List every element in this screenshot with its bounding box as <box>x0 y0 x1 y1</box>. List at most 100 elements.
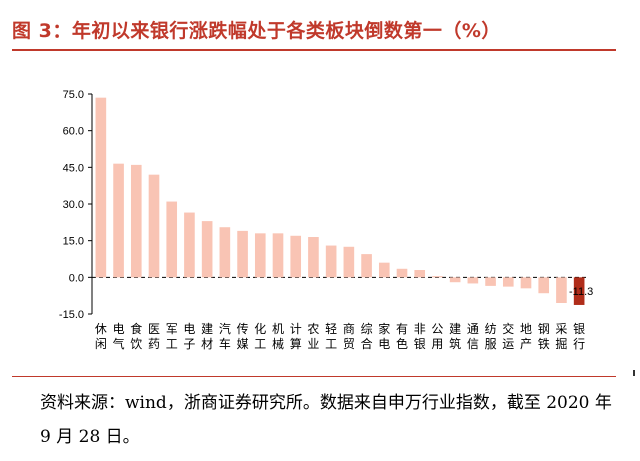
category-label: 产 <box>520 337 532 351</box>
category-label: 食 <box>130 321 142 336</box>
category-label: 工 <box>325 337 337 351</box>
y-tick-label: 15.0 <box>63 236 84 248</box>
category-label: 药 <box>148 337 160 351</box>
bar-综合 <box>361 254 372 278</box>
bar-医药 <box>148 174 160 278</box>
y-tick-label: 60.0 <box>63 126 84 138</box>
source-note: 资料来源：wind，浙商证券研究所。数据来自申万行业指数，截至 2020 年 9… <box>40 393 612 447</box>
category-label: 传 <box>237 321 249 336</box>
bar-轻工 <box>325 245 337 278</box>
title-divider <box>12 49 616 51</box>
category-label: 媒 <box>237 337 249 351</box>
bar-建筑 <box>449 277 461 283</box>
bar-汽车 <box>219 227 231 278</box>
data-label: -11.3 <box>569 286 593 298</box>
category-label: 饮 <box>130 337 142 351</box>
category-label: 家 <box>378 321 390 336</box>
category-label: 色 <box>396 337 408 351</box>
chart-title: 图 3：年初以来银行涨跌幅处于各类板块倒数第一（%） <box>12 20 501 42</box>
category-label: 交 <box>502 321 514 336</box>
category-label: 电 <box>183 322 195 336</box>
bar-采掘 <box>556 277 567 303</box>
bar-非银 <box>414 270 426 278</box>
category-label: 商 <box>343 321 355 336</box>
y-tick-label: 75.0 <box>63 89 84 101</box>
page-edge-mark <box>633 370 635 376</box>
bar-化工 <box>254 233 266 278</box>
category-label: 业 <box>307 337 319 351</box>
bar-钢铁 <box>538 277 550 294</box>
category-label: 采 <box>555 322 567 336</box>
category-label: 纺 <box>485 322 497 336</box>
y-tick-label: -15.0 <box>59 309 84 321</box>
category-label: 材 <box>201 337 213 351</box>
source-divider <box>12 376 616 377</box>
category-label: 合 <box>361 336 373 351</box>
bar-计算 <box>290 235 302 278</box>
category-label: 医 <box>148 322 160 336</box>
bar-交运 <box>502 277 514 287</box>
bar-电气 <box>113 163 124 278</box>
bar-纺服 <box>485 277 496 286</box>
category-label: 计 <box>290 322 302 336</box>
category-label: 有 <box>396 322 408 336</box>
category-label: 用 <box>431 337 443 351</box>
category-label: 气 <box>113 336 125 351</box>
category-label: 电 <box>378 337 390 351</box>
category-label: 筑 <box>449 336 461 351</box>
bar-机械 <box>272 233 284 278</box>
bar-传媒 <box>237 230 248 278</box>
category-label: 铁 <box>538 337 550 351</box>
bar-军工 <box>166 201 178 278</box>
label-layer: 休闲电气食饮医药军工电子建材汽车传媒化工机械计算农业轻工商贸综合家电有色非银公用… <box>95 286 593 351</box>
category-label: 服 <box>485 337 497 351</box>
category-label: 钢 <box>538 322 550 336</box>
category-label: 休 <box>95 322 107 336</box>
category-label: 子 <box>183 337 195 351</box>
y-tick-label: 0.0 <box>69 272 84 284</box>
category-label: 汽 <box>219 321 231 336</box>
category-label: 建 <box>201 322 213 336</box>
category-label: 械 <box>272 336 284 351</box>
y-tick-label: 45.0 <box>63 162 84 174</box>
category-label: 公 <box>431 322 443 336</box>
bar-建材 <box>201 221 213 278</box>
bar-公用 <box>432 276 443 278</box>
category-label: 地 <box>520 322 532 336</box>
category-label: 轻 <box>325 322 337 336</box>
category-label: 行 <box>573 337 585 351</box>
category-label: 军 <box>166 322 178 336</box>
category-label: 算 <box>290 336 302 351</box>
bar-layer <box>95 97 585 305</box>
bar-chart: 75.060.045.030.015.00.0-15.0 休闲电气食饮医药军工电… <box>59 89 593 351</box>
category-label: 建 <box>449 322 461 336</box>
bar-农业 <box>308 237 319 278</box>
bar-家电 <box>378 262 390 278</box>
axis-layer: 75.0 60.0 45.0 30.0 15.0 0.0 -15.0 <box>59 89 588 321</box>
category-label: 电 <box>113 322 125 336</box>
bar-有色 <box>396 268 408 278</box>
category-label: 化 <box>254 322 266 336</box>
bar-通信 <box>467 277 479 284</box>
bar-商贸 <box>343 246 355 278</box>
category-label: 车 <box>219 336 231 351</box>
category-label: 掘 <box>555 336 567 351</box>
bar-电子 <box>184 212 195 278</box>
category-label: 农 <box>307 322 319 336</box>
bar-食饮 <box>130 164 142 278</box>
category-label: 通 <box>467 322 479 336</box>
category-label: 综 <box>361 322 373 336</box>
y-tick-label: 30.0 <box>63 199 84 211</box>
category-label: 贸 <box>343 337 355 351</box>
category-label: 非 <box>414 322 426 336</box>
category-label: 银 <box>414 337 426 351</box>
category-label: 机 <box>272 322 284 336</box>
category-label: 工 <box>166 337 178 351</box>
category-label: 信 <box>467 337 479 351</box>
category-label: 银 <box>573 322 585 336</box>
bar-休闲 <box>95 97 107 278</box>
category-label: 闲 <box>95 337 107 351</box>
bar-银行 <box>573 277 585 305</box>
bar-地产 <box>520 277 532 289</box>
category-label: 工 <box>254 337 266 351</box>
